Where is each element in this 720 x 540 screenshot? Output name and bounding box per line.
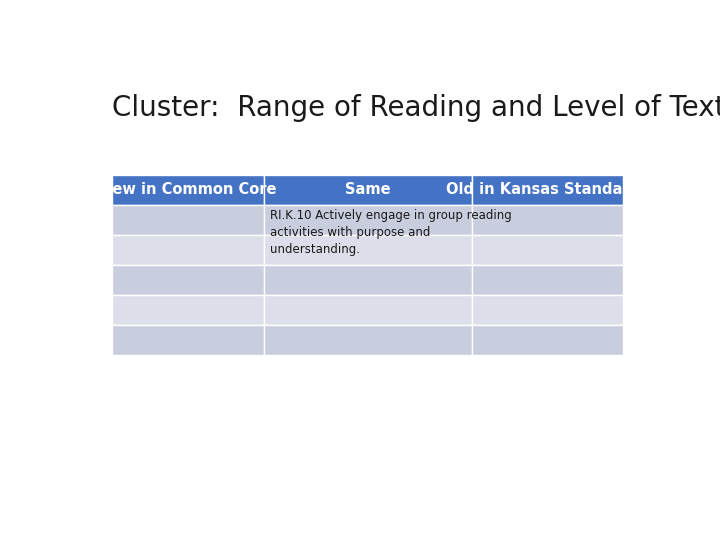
Text: Old in Kansas Standards: Old in Kansas Standards [446,183,649,198]
Text: RI.K.10 Actively engage in group reading
activities with purpose and
understandi: RI.K.10 Actively engage in group reading… [271,209,512,256]
Bar [472,175,623,205]
Text: Same: Same [345,183,390,198]
Bar [264,175,472,205]
Bar [472,265,623,295]
Bar [112,175,264,205]
Bar [264,265,472,295]
Bar [112,325,264,355]
Bar [112,265,264,295]
Text: Cluster:  Range of Reading and Level of Text Complexity: Cluster: Range of Reading and Level of T… [112,94,720,122]
Bar [472,205,623,235]
Bar [264,325,472,355]
Bar [112,205,264,235]
Bar [264,205,472,235]
Bar [112,235,264,265]
Text: New in Common Core: New in Common Core [100,183,276,198]
Bar [472,325,623,355]
Bar [472,295,623,325]
Bar [264,235,472,265]
Bar [264,295,472,325]
Bar [472,235,623,265]
Bar [112,295,264,325]
